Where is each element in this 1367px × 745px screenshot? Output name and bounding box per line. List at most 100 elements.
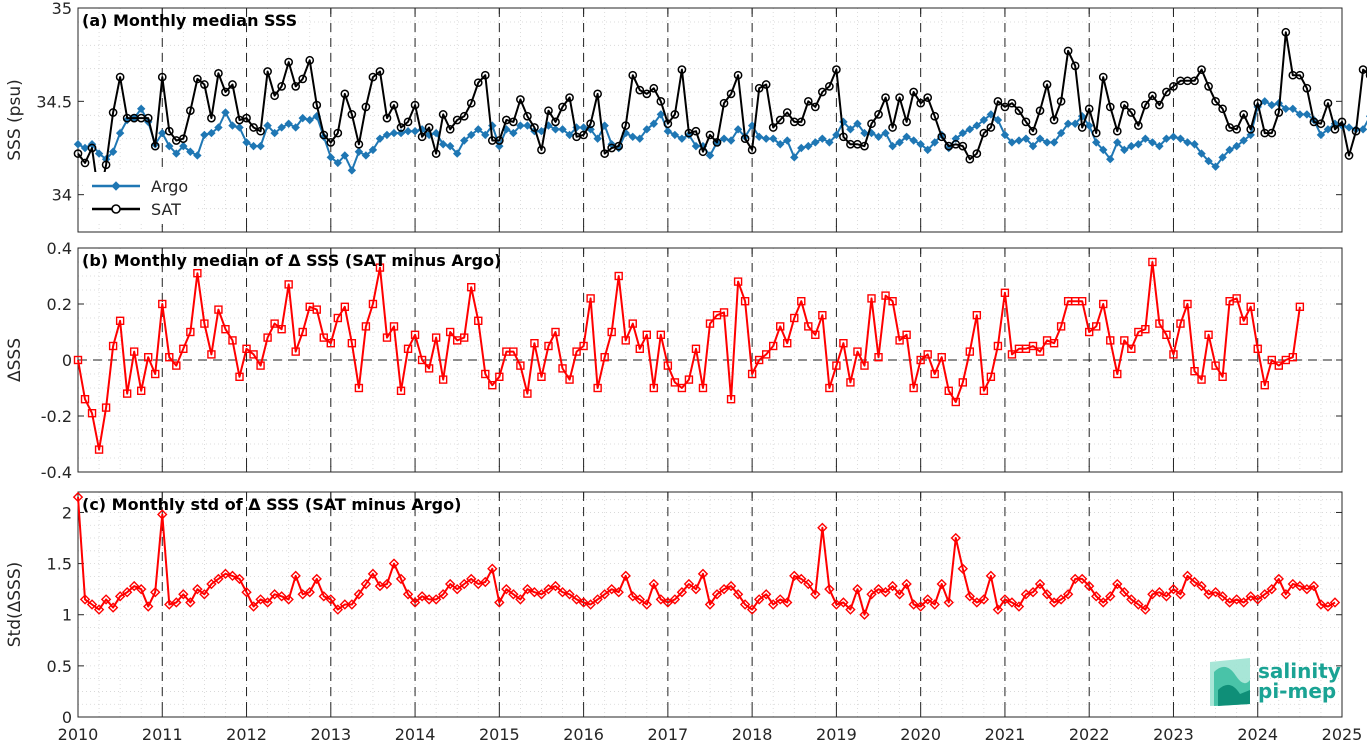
data-point — [270, 128, 279, 138]
data-point — [649, 119, 659, 128]
data-point — [445, 141, 455, 151]
data-point — [129, 347, 139, 356]
data-point — [263, 67, 272, 76]
data-point — [311, 573, 322, 585]
data-point — [663, 119, 673, 129]
data-point — [193, 74, 202, 84]
data-point — [937, 132, 947, 142]
data-point — [874, 132, 883, 142]
data-point — [655, 594, 667, 605]
data-point — [1316, 130, 1326, 140]
data-point — [669, 594, 681, 605]
data-point — [593, 89, 602, 99]
data-point — [1034, 578, 1046, 590]
data-point — [179, 141, 188, 151]
data-point — [691, 126, 701, 136]
data-point — [340, 302, 350, 311]
data-point — [340, 151, 350, 160]
data-point — [797, 297, 806, 306]
data-point — [1014, 136, 1024, 145]
data-point — [1196, 580, 1207, 592]
data-point — [73, 140, 83, 149]
data-point — [277, 325, 286, 334]
y-tick-label: 1 — [62, 606, 72, 625]
data-point — [107, 602, 119, 613]
data-point — [930, 111, 940, 121]
data-point — [100, 594, 112, 605]
x-tick-label: 2011 — [142, 725, 183, 744]
data-point — [501, 583, 512, 595]
data-point — [1056, 128, 1066, 138]
data-point — [431, 333, 441, 342]
data-point — [1148, 91, 1157, 101]
data-point — [158, 128, 167, 138]
data-point — [558, 364, 567, 373]
data-point — [1126, 594, 1137, 605]
data-point — [207, 128, 216, 138]
data-point — [473, 78, 483, 88]
data-point — [1099, 299, 1108, 309]
data-point — [1084, 327, 1094, 337]
data-point — [1211, 162, 1220, 171]
data-point — [732, 589, 744, 600]
data-point — [656, 110, 666, 119]
data-point — [185, 597, 196, 608]
data-point — [768, 599, 779, 610]
data-point — [417, 355, 427, 365]
data-point — [1169, 350, 1178, 359]
data-point — [165, 141, 174, 151]
data-point — [754, 83, 764, 93]
data-point — [72, 491, 84, 503]
data-point — [627, 591, 638, 602]
data-point — [270, 319, 279, 328]
data-point — [958, 128, 968, 138]
data-point — [193, 151, 202, 160]
data-point — [1042, 138, 1052, 147]
series-line-delta — [77, 497, 1336, 616]
data-point — [228, 121, 237, 130]
data-point — [853, 119, 862, 128]
data-point — [1344, 123, 1354, 132]
data-point — [304, 587, 315, 598]
x-axis-years: 2010 2011 2012 2013 2014 2015 2016 2017 2018 2019… — [58, 725, 1363, 744]
data-point — [487, 563, 498, 574]
data-point — [929, 599, 940, 610]
data-point — [909, 383, 918, 393]
data-point — [172, 361, 181, 370]
data-point — [298, 74, 308, 84]
data-point — [811, 138, 820, 147]
data-point — [255, 594, 266, 605]
data-point — [1175, 589, 1186, 600]
data-point — [614, 141, 624, 151]
data-point — [206, 578, 217, 590]
data-point — [1028, 141, 1038, 151]
data-point — [115, 316, 125, 325]
data-point — [775, 594, 786, 605]
data-point — [263, 333, 272, 342]
data-point — [663, 361, 673, 370]
data-point — [1120, 145, 1129, 155]
data-point — [810, 102, 820, 112]
legend-box — [86, 172, 198, 224]
panel-title: (c) Monthly std of Δ SSS (SAT minus Argo… — [82, 495, 461, 514]
data-point — [719, 98, 729, 108]
data-point — [1049, 138, 1059, 147]
data-point — [402, 589, 414, 600]
data-point — [726, 136, 736, 145]
data-point — [958, 141, 968, 151]
x-tick-label: 2021 — [985, 725, 1026, 744]
data-point — [860, 141, 869, 151]
data-point — [1162, 330, 1171, 339]
data-point — [403, 126, 413, 136]
data-point — [888, 297, 897, 306]
y-tick-label: 1.5 — [47, 555, 72, 574]
data-point — [902, 117, 911, 127]
data-point — [431, 128, 441, 138]
data-point — [746, 604, 758, 615]
data-point — [1266, 583, 1277, 595]
data-point — [1211, 361, 1220, 370]
data-point — [965, 125, 975, 134]
x-tick-label: 2022 — [1069, 725, 1110, 744]
data-point — [416, 591, 428, 602]
data-point — [509, 117, 518, 127]
